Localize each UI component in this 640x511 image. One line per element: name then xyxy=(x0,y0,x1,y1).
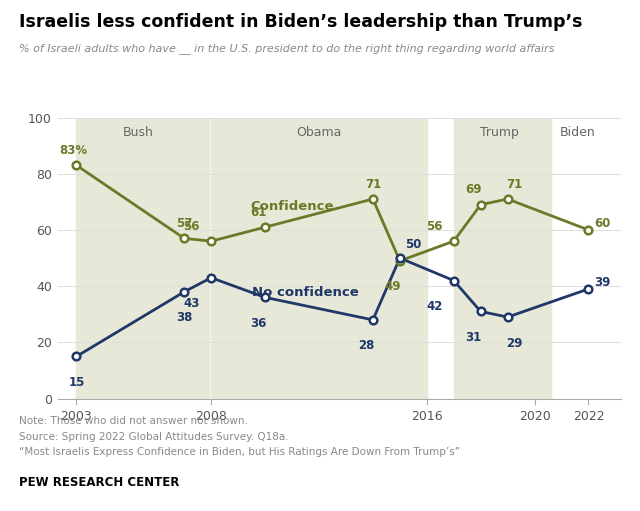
Text: 36: 36 xyxy=(250,317,266,330)
Text: 39: 39 xyxy=(594,276,611,289)
Text: Biden: Biden xyxy=(560,126,596,139)
Text: 15: 15 xyxy=(68,376,84,389)
Text: Source: Spring 2022 Global Attitudes Survey. Q18a.: Source: Spring 2022 Global Attitudes Sur… xyxy=(19,432,289,442)
Text: 31: 31 xyxy=(466,331,482,344)
Text: 38: 38 xyxy=(176,311,193,324)
Text: 71: 71 xyxy=(506,178,523,191)
Text: Confidence: Confidence xyxy=(250,200,334,213)
Text: Bush: Bush xyxy=(123,126,154,139)
Text: Trump: Trump xyxy=(480,126,519,139)
Text: 28: 28 xyxy=(358,339,374,352)
Text: 57: 57 xyxy=(176,217,193,230)
Text: 49: 49 xyxy=(385,281,401,293)
Text: 56: 56 xyxy=(184,220,200,233)
Text: % of Israeli adults who have __ in the U.S. president to do the right thing rega: % of Israeli adults who have __ in the U… xyxy=(19,43,555,54)
Text: Israelis less confident in Biden’s leadership than Trump’s: Israelis less confident in Biden’s leade… xyxy=(19,13,582,31)
Text: 50: 50 xyxy=(406,238,422,251)
Text: 61: 61 xyxy=(250,206,266,219)
Text: “Most Israelis Express Confidence in Biden, but His Ratings Are Down From Trump’: “Most Israelis Express Confidence in Bid… xyxy=(19,447,460,457)
Text: 83%: 83% xyxy=(60,144,88,157)
Text: 43: 43 xyxy=(184,297,200,310)
Bar xyxy=(76,118,209,399)
Text: 56: 56 xyxy=(426,220,442,233)
Text: Obama: Obama xyxy=(296,126,342,139)
Text: 29: 29 xyxy=(506,337,523,350)
Text: PEW RESEARCH CENTER: PEW RESEARCH CENTER xyxy=(19,476,180,489)
Bar xyxy=(454,118,551,399)
Text: Note: Those who did not answer not shown.: Note: Those who did not answer not shown… xyxy=(19,416,248,427)
Text: No confidence: No confidence xyxy=(252,286,359,299)
Text: 71: 71 xyxy=(365,178,381,191)
Text: 60: 60 xyxy=(594,217,611,230)
Bar xyxy=(211,118,427,399)
Text: 42: 42 xyxy=(426,300,442,313)
Text: 69: 69 xyxy=(465,183,482,196)
